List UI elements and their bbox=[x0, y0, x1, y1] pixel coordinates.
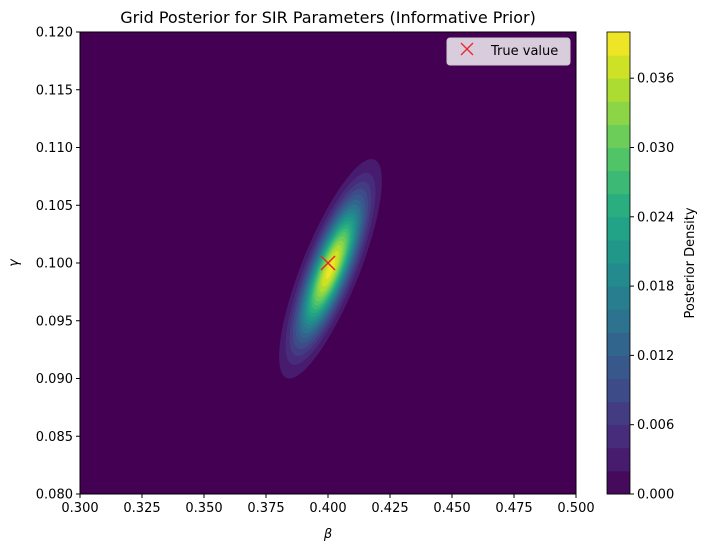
colorbar-band bbox=[607, 401, 630, 426]
colorbar-band bbox=[607, 124, 630, 148]
colorbar-tick-label: 0.024 bbox=[637, 210, 674, 225]
colorbar-band bbox=[607, 193, 630, 218]
y-tick-label: 0.110 bbox=[36, 141, 73, 156]
colorbar-band bbox=[607, 263, 630, 287]
colorbar-band bbox=[607, 332, 630, 356]
colorbar-label: Posterior Density bbox=[683, 207, 698, 318]
colorbar-band bbox=[607, 424, 630, 449]
y-tick-label: 0.090 bbox=[36, 372, 73, 387]
contour-level bbox=[325, 258, 336, 279]
y-tick-label: 0.080 bbox=[36, 488, 73, 503]
colorbar-tick-label: 0.000 bbox=[637, 488, 674, 503]
true-value-markers bbox=[320, 255, 336, 271]
y-tick-label: 0.115 bbox=[36, 83, 73, 98]
x-axis: 0.300 0.325 0.350 0.375 0.400 0.425 0.450 0.475… bbox=[61, 494, 595, 516]
legend-marker-x-icon bbox=[460, 42, 474, 56]
colorbar-tick-label: 0.006 bbox=[637, 418, 674, 433]
x-tick-label: 0.500 bbox=[557, 501, 594, 516]
colorbar-band bbox=[607, 355, 630, 379]
y-tick-label: 0.095 bbox=[36, 314, 73, 329]
colorbar-band bbox=[607, 286, 630, 310]
colorbar-tick-label: 0.030 bbox=[637, 141, 674, 156]
x-axis-label: β bbox=[323, 527, 332, 542]
colorbar-band bbox=[607, 101, 630, 125]
x-tick-label: 0.450 bbox=[433, 501, 470, 516]
colorbar-band bbox=[607, 239, 630, 264]
colorbar-band bbox=[607, 309, 630, 333]
colorbar-tick-label: 0.012 bbox=[637, 349, 674, 364]
y-axis-label: γ bbox=[7, 258, 22, 267]
y-tick-label: 0.085 bbox=[36, 430, 73, 445]
colorbar-band bbox=[607, 147, 630, 172]
colorbar-band bbox=[607, 378, 630, 403]
legend-entry-true-value: True value bbox=[490, 44, 558, 59]
colorbar-band bbox=[607, 170, 630, 195]
colorbar-band bbox=[607, 470, 630, 495]
x-tick-label: 0.400 bbox=[309, 501, 346, 516]
colorbar-frame bbox=[606, 31, 631, 495]
colorbar-band bbox=[607, 78, 630, 102]
x-tick-label: 0.325 bbox=[123, 501, 160, 516]
colorbar-tick-label: 0.018 bbox=[637, 280, 674, 295]
colorbar-tick-label: 0.036 bbox=[637, 72, 674, 87]
legend: True value bbox=[446, 37, 571, 66]
colorbar-band bbox=[607, 55, 630, 79]
x-tick-label: 0.475 bbox=[495, 501, 532, 516]
x-tick-label: 0.300 bbox=[61, 501, 98, 516]
colorbar-band bbox=[607, 216, 630, 241]
x-tick-label: 0.350 bbox=[185, 501, 222, 516]
colorbar-band bbox=[607, 32, 630, 56]
chart-title: Grid Posterior for SIR Parameters (Infor… bbox=[120, 8, 536, 27]
x-tick-label: 0.425 bbox=[371, 501, 408, 516]
colorbar: 0.000 0.006 0.012 0.018 0.024 0.030 0.036 bbox=[606, 31, 674, 503]
x-tick-label: 0.375 bbox=[247, 501, 284, 516]
legend-box bbox=[446, 37, 571, 66]
y-tick-label: 0.105 bbox=[36, 199, 73, 214]
colorbar-band bbox=[607, 447, 630, 472]
y-axis: 0.080 0.085 0.090 0.095 0.100 0.105 0.110 0.115… bbox=[36, 26, 80, 503]
y-tick-label: 0.100 bbox=[36, 257, 73, 272]
density-contours bbox=[279, 159, 382, 379]
true-value-marker bbox=[320, 255, 336, 271]
y-tick-label: 0.120 bbox=[36, 26, 73, 41]
